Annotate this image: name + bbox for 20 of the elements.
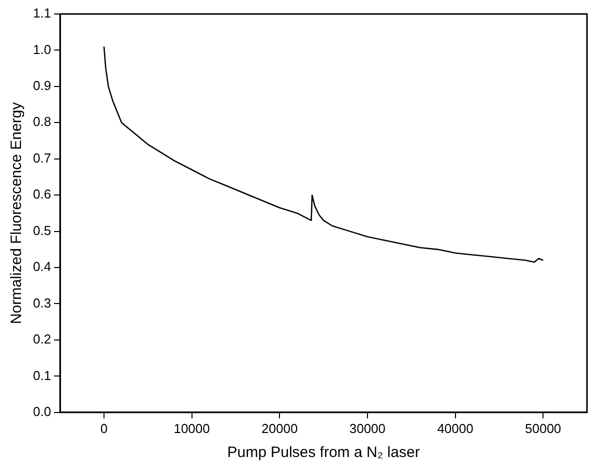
x-axis-title: Pump Pulses from a N₂ laser <box>227 444 420 462</box>
y-tick-label: 0.3 <box>32 295 52 310</box>
x-tick-label: 40000 <box>437 420 474 436</box>
y-tick-label: 0.1 <box>32 368 52 383</box>
x-tick-label: 20000 <box>262 420 298 436</box>
y-tick-label: 0.0 <box>32 404 52 419</box>
y-tick-label: 0.8 <box>32 114 52 130</box>
y-tick-label: 0.7 <box>32 150 52 166</box>
x-tick-label: 10000 <box>174 420 210 436</box>
y-axis-title: Normalized Fluorescence Energy <box>8 102 26 324</box>
y-tick-label: 1.0 <box>32 42 52 57</box>
y-tick-label: 0.4 <box>32 259 52 274</box>
y-tick-label: 0.2 <box>32 332 52 347</box>
x-tick-label: 0 <box>100 420 108 436</box>
x-tick-label: 50000 <box>525 420 562 436</box>
y-tick-label: 0.6 <box>32 186 52 202</box>
x-tick-label: 30000 <box>349 420 386 436</box>
y-tick-label: 0.9 <box>32 78 52 94</box>
y-tick-label: 1.1 <box>32 6 52 21</box>
y-tick-label: 0.5 <box>32 222 52 238</box>
